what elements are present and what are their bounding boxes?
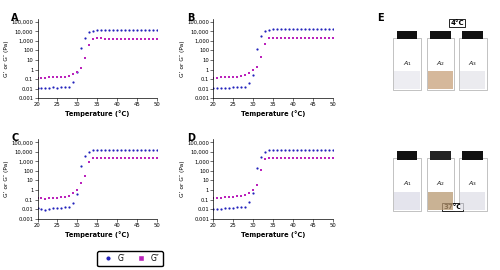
FancyBboxPatch shape xyxy=(428,71,453,89)
FancyBboxPatch shape xyxy=(394,38,421,90)
FancyBboxPatch shape xyxy=(430,31,451,39)
Y-axis label: G’ or G″ (Pa): G’ or G″ (Pa) xyxy=(4,161,8,197)
Text: D: D xyxy=(187,133,195,143)
Text: $A_1$: $A_1$ xyxy=(402,59,411,68)
FancyBboxPatch shape xyxy=(459,38,486,90)
FancyBboxPatch shape xyxy=(426,158,454,211)
Text: B: B xyxy=(187,13,194,23)
X-axis label: Temperature (°C): Temperature (°C) xyxy=(241,231,306,238)
FancyBboxPatch shape xyxy=(428,192,453,210)
Text: 37°C: 37°C xyxy=(444,204,462,210)
Text: $A_2$: $A_2$ xyxy=(436,180,445,188)
X-axis label: Temperature (°C): Temperature (°C) xyxy=(65,110,130,117)
Text: $A_1$: $A_1$ xyxy=(402,180,411,188)
X-axis label: Temperature (°C): Temperature (°C) xyxy=(65,231,130,238)
FancyBboxPatch shape xyxy=(460,192,485,210)
FancyBboxPatch shape xyxy=(460,71,485,89)
Y-axis label: G’ or G″ (Pa): G’ or G″ (Pa) xyxy=(180,40,184,77)
FancyBboxPatch shape xyxy=(462,31,483,39)
Text: A: A xyxy=(11,13,18,23)
FancyBboxPatch shape xyxy=(394,192,419,210)
FancyBboxPatch shape xyxy=(459,158,486,211)
Legend: G′, G″: G′, G″ xyxy=(98,251,162,266)
FancyBboxPatch shape xyxy=(396,151,417,160)
Y-axis label: G’ or G″ (Pa): G’ or G″ (Pa) xyxy=(4,40,8,77)
FancyBboxPatch shape xyxy=(426,38,454,90)
FancyBboxPatch shape xyxy=(394,158,421,211)
FancyBboxPatch shape xyxy=(396,31,417,39)
Text: C: C xyxy=(11,133,18,143)
FancyBboxPatch shape xyxy=(462,151,483,160)
X-axis label: Temperature (°C): Temperature (°C) xyxy=(241,110,306,117)
Text: $A_2$: $A_2$ xyxy=(436,59,445,68)
FancyBboxPatch shape xyxy=(430,151,451,160)
Text: $A_3$: $A_3$ xyxy=(468,180,477,188)
FancyBboxPatch shape xyxy=(394,71,419,89)
Text: $A_3$: $A_3$ xyxy=(468,59,477,68)
Text: E: E xyxy=(378,13,384,23)
Y-axis label: G’ or G″ (Pa): G’ or G″ (Pa) xyxy=(180,161,184,197)
Text: 4°C: 4°C xyxy=(450,20,464,26)
